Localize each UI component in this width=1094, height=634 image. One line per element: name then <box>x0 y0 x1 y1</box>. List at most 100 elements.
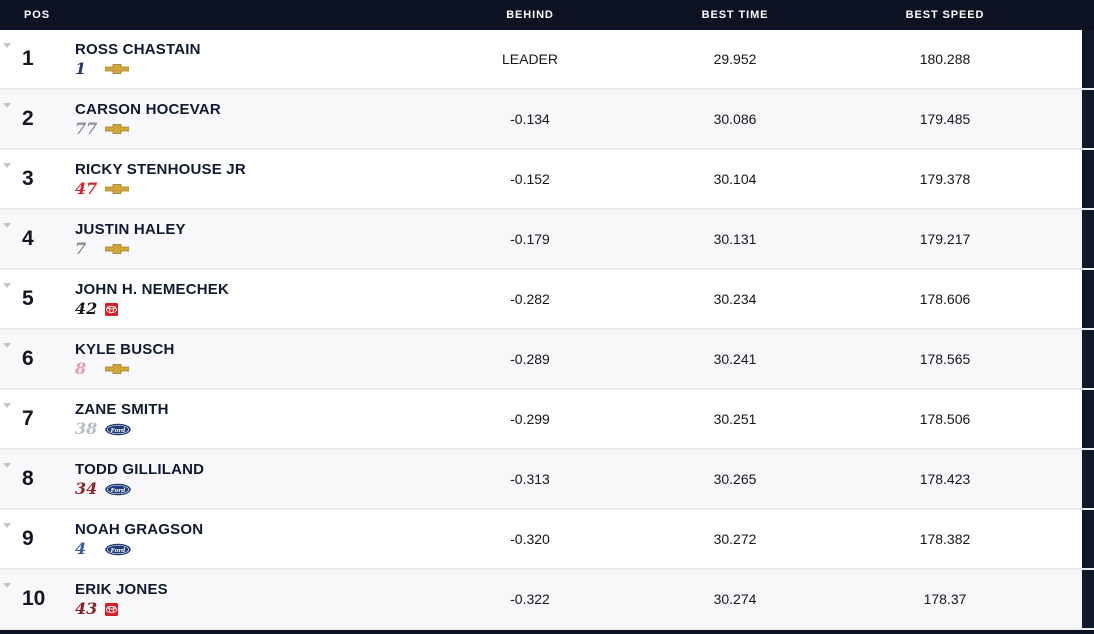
svg-text:Ford: Ford <box>110 487 126 493</box>
row-expand-handle[interactable] <box>1082 90 1094 148</box>
behind-value: -0.313 <box>510 471 550 487</box>
row-expand-handle[interactable] <box>1082 510 1094 568</box>
toyota-logo <box>105 602 119 616</box>
driver-cell: ERIK JONES 43 <box>70 570 430 628</box>
driver-sub: 47 <box>75 181 430 197</box>
row-right-cell <box>1050 570 1094 628</box>
manufacturer-logo-wrap <box>105 184 130 194</box>
car-number: 43 <box>75 599 98 618</box>
column-header-best-speed: BEST SPEED <box>905 9 985 21</box>
position: 1 <box>22 47 34 70</box>
svg-text:Ford: Ford <box>110 427 126 433</box>
position: 6 <box>22 347 34 370</box>
driver-sub: 38 Ford <box>75 421 430 437</box>
best-speed-value: 178.506 <box>919 411 971 427</box>
best-time-value: 30.086 <box>713 111 757 127</box>
driver-cell: ROSS CHASTAIN 1 <box>70 30 430 88</box>
driver-name: ZANE SMITH <box>75 401 169 418</box>
car-number: 8 <box>75 359 87 378</box>
position-change-icon <box>3 343 11 348</box>
row-expand-handle[interactable] <box>1082 270 1094 328</box>
table-row[interactable]: 5 JOHN H. NEMECHEK 42 -0.282 30.234 178.… <box>0 270 1094 330</box>
position-change-icon <box>3 403 11 408</box>
behind-value: -0.322 <box>510 591 550 607</box>
driver-cell: JOHN H. NEMECHEK 42 <box>70 270 430 328</box>
best-speed-value: 179.378 <box>919 171 971 187</box>
behind-value: -0.299 <box>510 411 550 427</box>
table-row[interactable]: 9 NOAH GRAGSON 4 Ford -0.320 30.272 178.… <box>0 510 1094 570</box>
chevrolet-logo <box>105 364 129 374</box>
row-expand-handle[interactable] <box>1082 30 1094 88</box>
row-expand-handle[interactable] <box>1082 210 1094 268</box>
car-number: 4 <box>75 539 87 558</box>
driver-name: ERIK JONES <box>75 581 168 598</box>
position-change-icon <box>3 43 11 48</box>
position-change-icon <box>3 223 11 228</box>
position: 8 <box>22 467 34 490</box>
chevrolet-logo <box>105 184 130 194</box>
best-speed-value: 180.288 <box>919 51 971 67</box>
driver-cell: CARSON HOCEVAR 77 <box>70 90 430 148</box>
driver-sub: 4 Ford <box>75 541 430 557</box>
manufacturer-logo-wrap: Ford <box>105 423 132 436</box>
column-header-behind: BEHIND <box>506 9 554 21</box>
column-header-best-time: BEST TIME <box>701 9 769 21</box>
manufacturer-logo-wrap <box>105 364 129 374</box>
position: 10 <box>22 587 46 610</box>
row-right-cell <box>1050 330 1094 388</box>
table-row[interactable]: 8 TODD GILLILAND 34 Ford -0.313 30.265 1… <box>0 450 1094 510</box>
driver-sub: 77 <box>75 121 430 137</box>
driver-cell: TODD GILLILAND 34 Ford <box>70 450 430 508</box>
driver-sub: 7 <box>75 241 430 257</box>
ford-logo: Ford <box>105 483 132 495</box>
driver-sub: 1 <box>75 61 430 77</box>
position-change-icon <box>3 523 11 528</box>
row-right-cell <box>1050 450 1094 508</box>
driver-sub: 8 <box>75 361 430 377</box>
position: 5 <box>22 287 34 310</box>
chevrolet-logo <box>105 244 129 254</box>
best-time-value: 30.234 <box>713 291 757 307</box>
table-row[interactable]: 1 ROSS CHASTAIN 1 LEADER 29.952 180.288 <box>0 30 1094 90</box>
row-expand-handle[interactable] <box>1082 330 1094 388</box>
best-time-value: 30.274 <box>713 591 757 607</box>
table-row[interactable]: 4 JUSTIN HALEY 7 -0.179 30.131 179.217 <box>0 210 1094 270</box>
table-row[interactable]: 7 ZANE SMITH 38 Ford -0.299 30.251 178.5… <box>0 390 1094 450</box>
driver-name: NOAH GRAGSON <box>75 521 204 538</box>
manufacturer-logo-wrap <box>105 244 129 254</box>
position-change-icon <box>3 283 11 288</box>
row-expand-handle[interactable] <box>1082 390 1094 448</box>
best-time-value: 30.251 <box>713 411 757 427</box>
table-row[interactable]: 10 ERIK JONES 43 -0.322 30.274 178.37 <box>0 570 1094 630</box>
best-time-value: 30.241 <box>713 351 757 367</box>
row-expand-handle[interactable] <box>1082 570 1094 628</box>
table-row[interactable]: 6 KYLE BUSCH 8 -0.289 30.241 178.565 <box>0 330 1094 390</box>
manufacturer-logo-wrap <box>105 602 119 616</box>
position-change-icon <box>3 163 11 168</box>
driver-name: CARSON HOCEVAR <box>75 101 221 118</box>
table-header: POS BEHIND BEST TIME BEST SPEED <box>0 0 1094 30</box>
best-speed-value: 178.565 <box>919 351 971 367</box>
manufacturer-logo-wrap <box>105 302 119 316</box>
driver-cell: ZANE SMITH 38 Ford <box>70 390 430 448</box>
row-expand-handle[interactable] <box>1082 450 1094 508</box>
driver-cell: KYLE BUSCH 8 <box>70 330 430 388</box>
row-right-cell <box>1050 390 1094 448</box>
car-number: 7 <box>75 239 87 258</box>
row-right-cell <box>1050 90 1094 148</box>
best-time-value: 30.265 <box>713 471 757 487</box>
manufacturer-logo-wrap <box>105 64 129 74</box>
table-row[interactable]: 3 RICKY STENHOUSE JR 47 -0.152 30.104 17… <box>0 150 1094 210</box>
best-time-value: 29.952 <box>713 51 757 67</box>
behind-value: -0.282 <box>510 291 550 307</box>
best-speed-value: 178.37 <box>923 591 967 607</box>
row-expand-handle[interactable] <box>1082 150 1094 208</box>
driver-name: KYLE BUSCH <box>75 341 175 358</box>
table-row[interactable]: 2 CARSON HOCEVAR 77 -0.134 30.086 179.48… <box>0 90 1094 150</box>
driver-name: ROSS CHASTAIN <box>75 41 201 58</box>
driver-name: RICKY STENHOUSE JR <box>75 161 246 178</box>
toyota-logo <box>105 302 119 316</box>
ford-logo: Ford <box>105 543 131 555</box>
behind-value: -0.320 <box>510 531 550 547</box>
